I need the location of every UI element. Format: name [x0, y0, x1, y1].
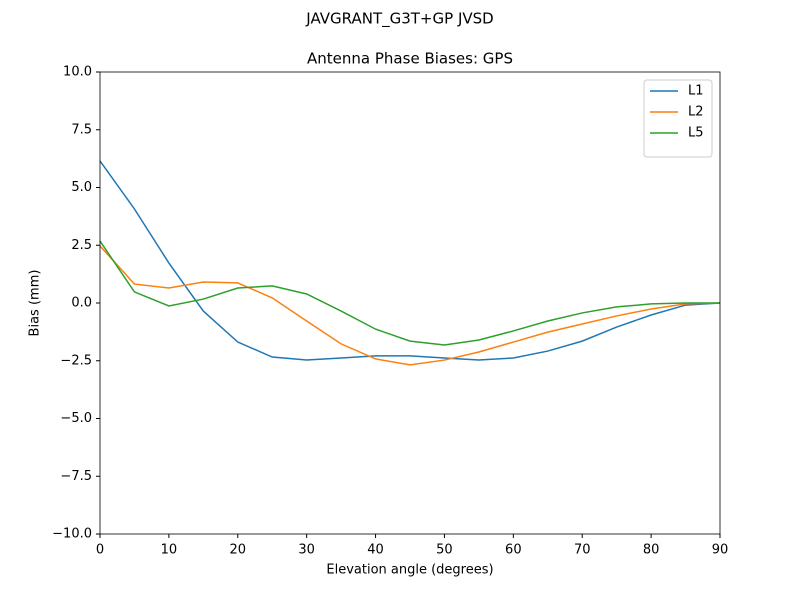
legend-label: L2 [688, 105, 704, 120]
y-tick-label: 2.5 [71, 238, 92, 253]
chart-title: Antenna Phase Biases: GPS [307, 50, 513, 68]
x-tick-label: 0 [96, 543, 104, 558]
y-tick-label: −7.5 [60, 469, 92, 484]
y-tick-label: −2.5 [60, 353, 92, 368]
y-tick-label: 10.0 [63, 65, 92, 80]
y-tick-label: −5.0 [60, 411, 92, 426]
x-tick-label: 70 [574, 543, 591, 558]
y-tick-label: −10.0 [52, 527, 92, 542]
x-tick-label: 60 [505, 543, 522, 558]
x-tick-label: 90 [712, 543, 729, 558]
y-tick-label: 7.5 [71, 122, 92, 137]
x-tick-label: 30 [298, 543, 315, 558]
y-tick-label: 0.0 [71, 296, 92, 311]
x-axis-label: Elevation angle (degrees) [326, 563, 493, 578]
x-tick-label: 20 [230, 543, 247, 558]
x-tick-label: 10 [161, 543, 178, 558]
series-line [99, 245, 721, 366]
y-tick-label: 5.0 [71, 180, 92, 195]
legend-label: L5 [688, 126, 704, 141]
legend-label: L1 [688, 84, 704, 99]
legend-box [643, 79, 713, 158]
plot-frame [99, 71, 721, 535]
x-tick-label: 50 [436, 543, 453, 558]
x-tick-label: 80 [643, 543, 660, 558]
y-axis-label: Bias (mm) [28, 270, 43, 337]
x-tick-label: 40 [367, 543, 384, 558]
suptitle: JAVGRANT_G3T+GP JVSD [305, 10, 493, 29]
series-line [99, 160, 721, 361]
series-line [99, 240, 720, 346]
